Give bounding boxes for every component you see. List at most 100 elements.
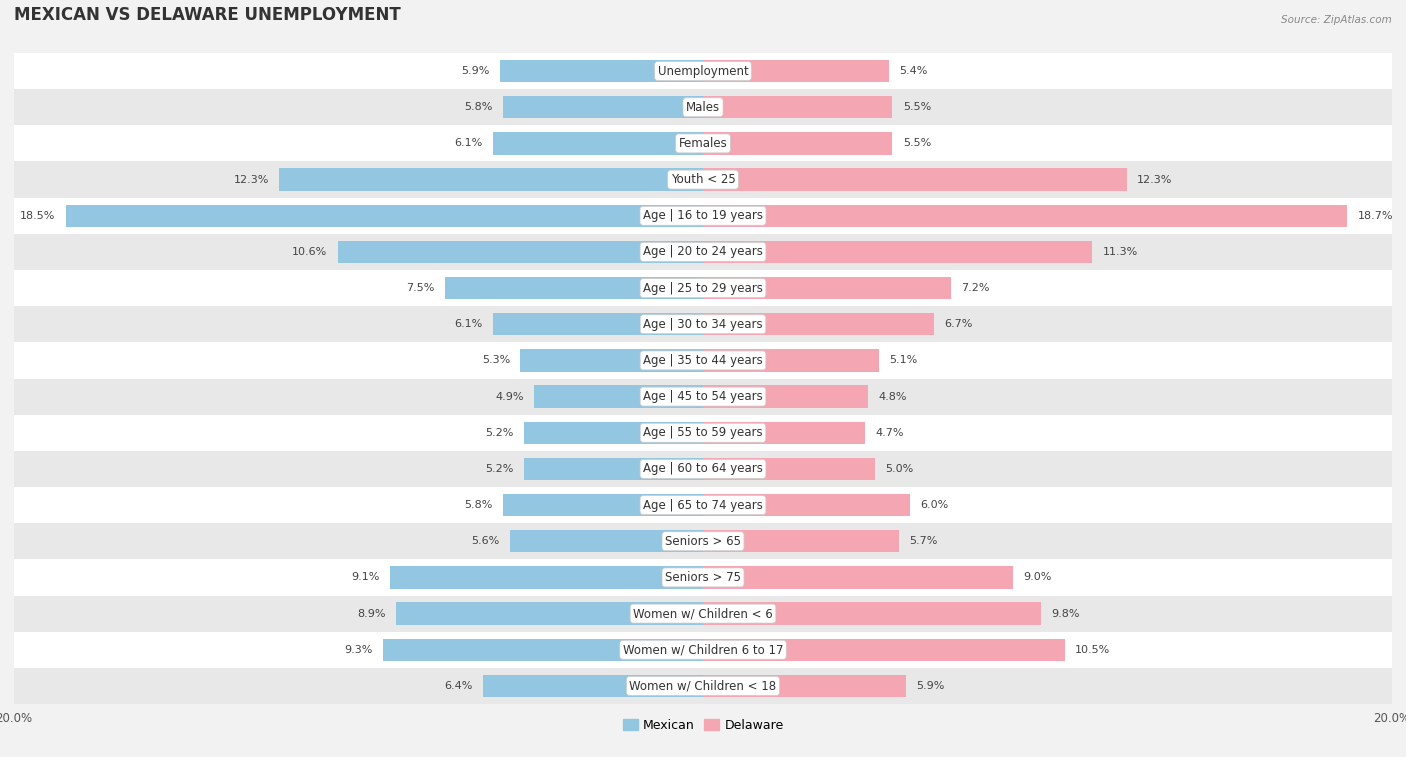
Text: Seniors > 75: Seniors > 75 [665, 571, 741, 584]
Text: Youth < 25: Youth < 25 [671, 173, 735, 186]
Bar [14, 668, 1392, 704]
Bar [337, 241, 703, 263]
Text: Age | 16 to 19 years: Age | 16 to 19 years [643, 209, 763, 223]
Text: 4.7%: 4.7% [875, 428, 904, 438]
Bar [520, 349, 703, 372]
Text: Women w/ Children < 6: Women w/ Children < 6 [633, 607, 773, 620]
Text: 12.3%: 12.3% [233, 175, 269, 185]
Text: 4.8%: 4.8% [879, 391, 907, 401]
Text: Females: Females [679, 137, 727, 150]
Bar [703, 204, 1347, 227]
Text: 5.4%: 5.4% [900, 66, 928, 76]
Text: Seniors > 65: Seniors > 65 [665, 534, 741, 548]
Bar [703, 674, 907, 697]
Text: Age | 20 to 24 years: Age | 20 to 24 years [643, 245, 763, 258]
Bar [703, 132, 893, 154]
Bar [14, 415, 1392, 451]
Text: 6.1%: 6.1% [454, 139, 482, 148]
Text: Age | 65 to 74 years: Age | 65 to 74 years [643, 499, 763, 512]
Bar [703, 168, 1126, 191]
Text: 5.2%: 5.2% [485, 428, 513, 438]
Bar [280, 168, 703, 191]
Text: 7.5%: 7.5% [406, 283, 434, 293]
Bar [534, 385, 703, 408]
Bar [703, 458, 875, 480]
Bar [14, 523, 1392, 559]
Text: Women w/ Children 6 to 17: Women w/ Children 6 to 17 [623, 643, 783, 656]
Text: 5.1%: 5.1% [889, 356, 917, 366]
Bar [14, 234, 1392, 270]
Bar [14, 342, 1392, 378]
Bar [482, 674, 703, 697]
Bar [503, 494, 703, 516]
Text: Age | 25 to 29 years: Age | 25 to 29 years [643, 282, 763, 294]
Text: 6.0%: 6.0% [920, 500, 948, 510]
Text: Women w/ Children < 18: Women w/ Children < 18 [630, 680, 776, 693]
Text: 9.8%: 9.8% [1050, 609, 1080, 618]
Text: 5.5%: 5.5% [903, 139, 931, 148]
Bar [524, 422, 703, 444]
Bar [703, 349, 879, 372]
Bar [524, 458, 703, 480]
Bar [703, 313, 934, 335]
Bar [14, 198, 1392, 234]
Text: 18.7%: 18.7% [1358, 210, 1393, 221]
Bar [14, 126, 1392, 161]
Text: Source: ZipAtlas.com: Source: ZipAtlas.com [1281, 15, 1392, 25]
Bar [14, 306, 1392, 342]
Bar [703, 277, 950, 299]
Text: 5.9%: 5.9% [461, 66, 489, 76]
Text: 5.7%: 5.7% [910, 536, 938, 547]
Bar [703, 639, 1064, 661]
Bar [14, 378, 1392, 415]
Text: 5.5%: 5.5% [903, 102, 931, 112]
Text: 10.5%: 10.5% [1076, 645, 1111, 655]
Bar [14, 559, 1392, 596]
Text: 5.3%: 5.3% [482, 356, 510, 366]
Bar [703, 566, 1012, 589]
Bar [503, 96, 703, 118]
Text: 12.3%: 12.3% [1137, 175, 1173, 185]
Bar [494, 132, 703, 154]
Text: 8.9%: 8.9% [357, 609, 387, 618]
Text: 6.7%: 6.7% [945, 319, 973, 329]
Text: Unemployment: Unemployment [658, 64, 748, 77]
Bar [510, 530, 703, 553]
Text: 11.3%: 11.3% [1102, 247, 1137, 257]
Text: 5.0%: 5.0% [886, 464, 914, 474]
Text: 18.5%: 18.5% [20, 210, 55, 221]
Bar [66, 204, 703, 227]
Text: Age | 45 to 54 years: Age | 45 to 54 years [643, 390, 763, 403]
Legend: Mexican, Delaware: Mexican, Delaware [617, 714, 789, 737]
Bar [703, 422, 865, 444]
Bar [14, 270, 1392, 306]
Bar [494, 313, 703, 335]
Text: 6.1%: 6.1% [454, 319, 482, 329]
Text: 9.0%: 9.0% [1024, 572, 1052, 582]
Text: 5.6%: 5.6% [471, 536, 499, 547]
Text: 5.9%: 5.9% [917, 681, 945, 691]
Text: Males: Males [686, 101, 720, 114]
Bar [703, 60, 889, 83]
Bar [444, 277, 703, 299]
Text: 4.9%: 4.9% [495, 391, 524, 401]
Bar [703, 241, 1092, 263]
Bar [14, 631, 1392, 668]
Text: 9.1%: 9.1% [352, 572, 380, 582]
Bar [14, 596, 1392, 631]
Bar [14, 487, 1392, 523]
Text: 10.6%: 10.6% [292, 247, 328, 257]
Bar [396, 603, 703, 625]
Bar [389, 566, 703, 589]
Text: 5.2%: 5.2% [485, 464, 513, 474]
Text: 5.8%: 5.8% [464, 102, 494, 112]
Text: 5.8%: 5.8% [464, 500, 494, 510]
Bar [14, 89, 1392, 126]
Bar [382, 639, 703, 661]
Text: MEXICAN VS DELAWARE UNEMPLOYMENT: MEXICAN VS DELAWARE UNEMPLOYMENT [14, 6, 401, 24]
Bar [14, 451, 1392, 487]
Text: 7.2%: 7.2% [962, 283, 990, 293]
Bar [499, 60, 703, 83]
Text: 6.4%: 6.4% [444, 681, 472, 691]
Bar [703, 530, 900, 553]
